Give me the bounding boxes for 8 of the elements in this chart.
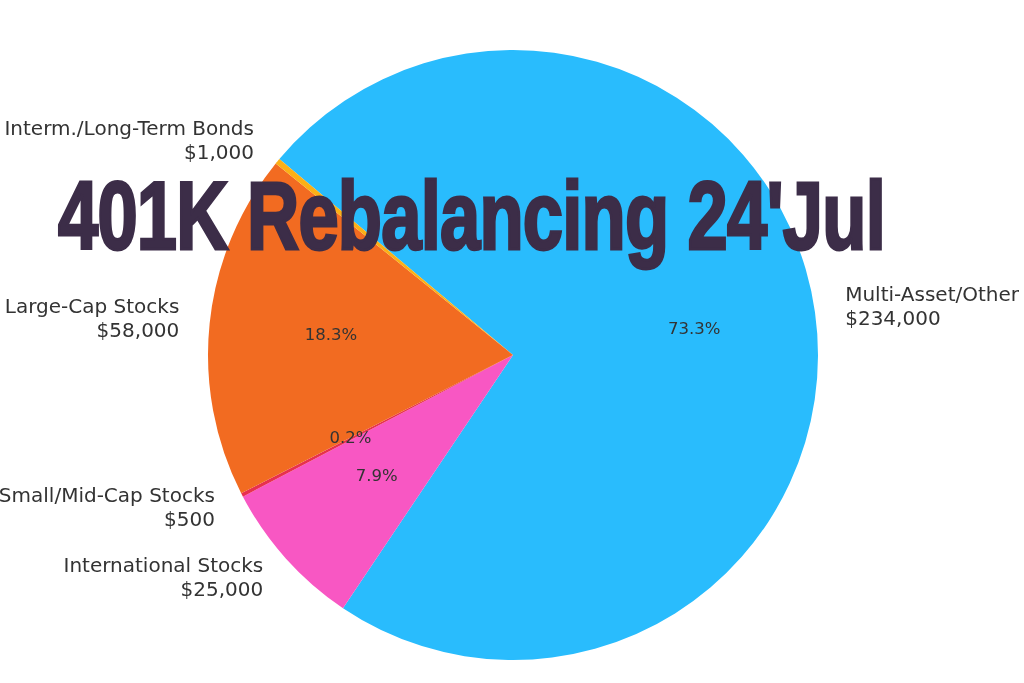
slice-label: Large-Cap Stocks $58,000 xyxy=(4,294,180,343)
data-label: 7.9% xyxy=(355,466,398,486)
data-label: 73.3% xyxy=(667,318,721,338)
slice-label: International Stocks $25,000 xyxy=(63,553,264,602)
slice-label: Interm./Long-Term Bonds $1,000 xyxy=(4,115,254,164)
data-label: 18.3% xyxy=(304,325,358,345)
slice-label: Multi-Asset/Other $234,000 xyxy=(845,282,1020,331)
slice-label: Small/Mid-Cap Stocks $500 xyxy=(0,483,215,532)
